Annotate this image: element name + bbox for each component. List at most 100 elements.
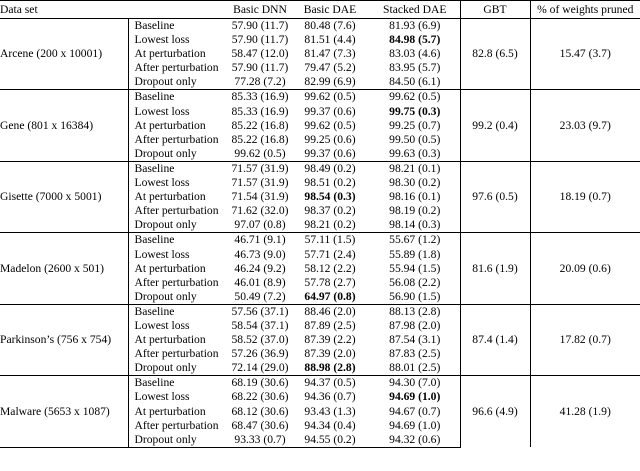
value-cell: 68.22 (30.6) (231, 390, 289, 404)
header-cell: Stacked DAE (370, 0, 460, 19)
method-cell: After perturbation (127, 275, 230, 290)
best-value: 94.69 (1.0) (389, 390, 441, 404)
value-cell: 58.52 (37.0) (231, 333, 289, 347)
value-cell: 57.56 (37.1) (230, 303, 290, 319)
value-cell: 71.54 (31.9) (231, 190, 289, 204)
method-cell: Lowest loss (127, 247, 230, 262)
gbt-cell: 82.8 (6.5) (459, 17, 530, 90)
table-row: After perturbation 68.47 (30.6) 94.34 (0.4… (0, 418, 640, 433)
value-cell: 57.90 (11.7) (230, 18, 290, 34)
value-cell: 98.49 (0.2) (290, 160, 370, 177)
best-value: 84.98 (5.7) (389, 33, 441, 47)
method-cell: Baseline (127, 89, 230, 105)
pruned-cell: 18.19 (0.7) (529, 160, 640, 233)
value-cell: 94.32 (0.6) (370, 432, 460, 448)
method-cell: Lowest loss (127, 33, 230, 48)
value-cell: 98.16 (0.1) (389, 190, 441, 204)
method-cell: At perturbation (127, 47, 230, 62)
table-row: At perturbation 68.12 (30.6) 93.43 (1.3) 94… (0, 404, 640, 419)
table-row: Malware (5653 x 1087) Baseline 68.19 (30.6… (0, 375, 640, 448)
method-cell: At perturbation (127, 118, 230, 133)
table-row: Parkinson’s (756 x 754) Baseline 57.56 (37… (0, 303, 640, 377)
method-cell: At perturbation (127, 261, 230, 276)
value-cell: 82.99 (6.9) (290, 75, 370, 91)
value-cell: 81.51 (4.4) (304, 33, 356, 47)
header-cell: % of weights pruned (529, 0, 640, 19)
value-cell: 99.37 (0.6) (304, 104, 356, 118)
value-cell: 79.47 (5.2) (304, 61, 356, 75)
value-cell: 80.48 (7.6) (290, 18, 370, 34)
dataset-cell: Arcene (200 x 10001) (0, 17, 128, 91)
value-cell: 55.94 (1.5) (389, 261, 441, 275)
value-cell: 85.33 (16.9) (230, 89, 290, 105)
table-row: At perturbation 58.52 (37.0) 87.39 (2.2) 87… (0, 333, 640, 348)
value-cell: 71.57 (31.9) (230, 160, 290, 177)
value-cell: 64.97 (0.8) (290, 289, 370, 305)
value-cell: 55.89 (1.8) (389, 247, 441, 261)
value-cell: 93.33 (0.7) (230, 432, 290, 448)
method-cell: Baseline (127, 303, 230, 319)
table-row: At perturbation 71.54 (31.9) 98.54 (0.3) 98… (0, 190, 640, 205)
method-cell: Dropout only (127, 146, 230, 162)
gbt-cell: 99.2 (0.4) (459, 89, 530, 162)
value-cell: 94.69 (1.0) (389, 418, 441, 432)
value-cell: 87.89 (2.5) (304, 318, 356, 332)
method-cell: At perturbation (127, 404, 230, 419)
value-cell: 94.67 (0.7) (389, 404, 441, 418)
table-row: Lowest loss 71.57 (31.9) 98.51 (0.2) 98.30 … (0, 176, 640, 191)
gbt-cell: 81.6 (1.9) (459, 232, 530, 305)
value-cell: 99.50 (0.5) (389, 132, 441, 146)
value-cell: 68.12 (30.6) (231, 404, 289, 418)
table-row: Lowest loss 68.22 (30.6) 94.36 (0.7) 94.69 … (0, 390, 640, 405)
gbt-cell: 96.6 (4.9) (459, 375, 530, 448)
table-row: Dropout only 50.49 (7.2) 64.97 (0.8) 56.90 … (0, 289, 640, 305)
method-cell: Dropout only (127, 289, 230, 305)
value-cell: 98.54 (0.3) (290, 190, 370, 204)
value-cell: 94.30 (7.0) (370, 375, 460, 391)
value-cell: 99.63 (0.3) (370, 146, 460, 162)
method-cell: Baseline (127, 160, 230, 177)
value-cell: 98.30 (0.2) (389, 176, 441, 190)
pruned-cell: 23.03 (9.7) (529, 89, 640, 162)
header-cell: Data set (0, 0, 128, 19)
value-cell: 85.33 (16.9) (231, 104, 289, 118)
pruned-cell: 15.47 (3.7) (529, 17, 640, 90)
method-cell: Lowest loss (127, 318, 230, 334)
value-cell: 99.75 (0.3) (370, 105, 460, 119)
header-row: Data set Basic DNN Basic DAE Stacked DAE… (0, 0, 640, 19)
table-row: Lowest loss 58.54 (37.1) 87.89 (2.5) 87.98 … (0, 318, 640, 334)
table-row: Dropout only 99.62 (0.5) 99.37 (0.6) 99.63 … (0, 146, 640, 162)
value-cell: 99.62 (0.5) (290, 89, 370, 105)
value-cell: 99.62 (0.5) (370, 89, 460, 105)
method-cell: Baseline (127, 375, 230, 391)
value-cell: 58.54 (37.1) (231, 318, 289, 332)
table-row: After perturbation 57.26 (36.9) 87.39 (2.0… (0, 347, 640, 362)
value-cell: 71.57 (31.9) (231, 176, 289, 190)
value-cell: 88.46 (2.0) (290, 303, 370, 319)
dataset-cell: Malware (5653 x 1087) (0, 375, 128, 448)
value-cell: 46.24 (9.2) (234, 261, 286, 275)
pruned-cell: 20.09 (0.6) (529, 232, 640, 305)
table-row: Dropout only 93.33 (0.7) 94.55 (0.2) 94.32 … (0, 432, 640, 448)
value-cell: 58.47 (12.0) (231, 47, 289, 61)
value-cell: 88.01 (2.5) (370, 361, 460, 377)
gbt-cell: 87.4 (1.4) (459, 303, 530, 376)
value-cell: 84.98 (5.7) (370, 33, 460, 47)
table-row: Lowest loss 46.73 (9.0) 57.71 (2.4) 55.89 (… (0, 247, 640, 262)
table-row: At perturbation 58.47 (12.0) 81.47 (7.3) 83… (0, 47, 640, 62)
value-cell: 56.08 (2.2) (389, 275, 441, 289)
table-row: Lowest loss 57.90 (11.7) 81.51 (4.4) 84.98 … (0, 33, 640, 48)
value-cell: 46.01 (8.9) (234, 275, 286, 289)
method-cell: Dropout only (127, 432, 230, 448)
gbt-cell: 97.6 (0.5) (459, 160, 530, 233)
value-cell: 68.19 (30.6) (230, 375, 290, 391)
value-cell: 94.55 (0.2) (290, 432, 370, 448)
value-cell: 94.36 (0.7) (304, 390, 356, 404)
table-row: At perturbation 85.22 (16.8) 99.62 (0.5) 99… (0, 118, 640, 133)
table-row: After perturbation 71.62 (32.0) 98.37 (0.2… (0, 204, 640, 219)
header-cell: Basic DNN (230, 0, 290, 19)
method-cell: Lowest loss (127, 390, 230, 405)
results-table: Data set Basic DNN Basic DAE Stacked DAE… (0, 0, 640, 448)
dataset-cell: Parkinson’s (756 x 754) (0, 303, 128, 377)
method-cell: After perturbation (127, 418, 230, 433)
